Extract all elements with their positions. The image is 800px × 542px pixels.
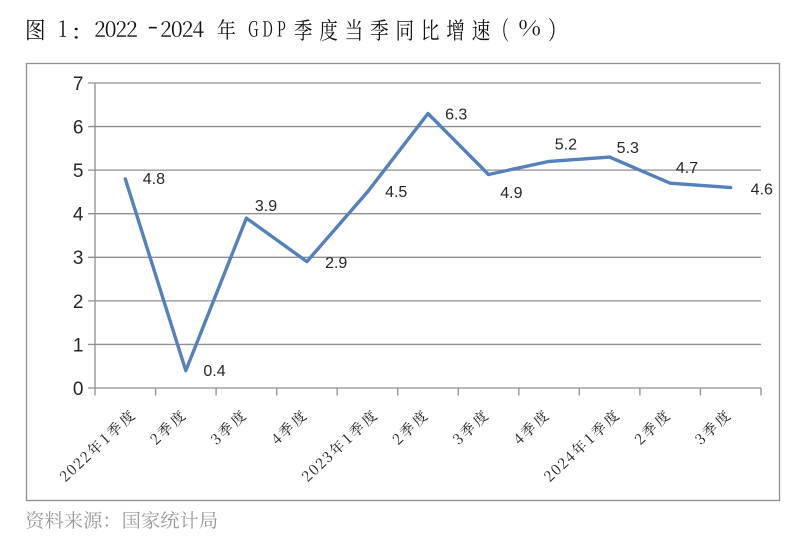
svg-text:4.8: 4.8 — [143, 171, 165, 188]
svg-text:6.3: 6.3 — [445, 107, 467, 124]
svg-text:5: 5 — [73, 161, 84, 182]
svg-text:4.9: 4.9 — [500, 185, 522, 202]
svg-text:5.2: 5.2 — [555, 136, 577, 153]
svg-text:4: 4 — [73, 205, 84, 226]
svg-text:0.4: 0.4 — [203, 363, 225, 380]
svg-text:2: 2 — [73, 292, 84, 313]
svg-text:2.9: 2.9 — [325, 255, 347, 272]
svg-text:5.3: 5.3 — [617, 140, 639, 157]
svg-text:3.9: 3.9 — [255, 198, 277, 215]
svg-text:3: 3 — [73, 248, 84, 269]
svg-text:6: 6 — [73, 118, 84, 139]
svg-text:4.6: 4.6 — [751, 182, 773, 199]
svg-text:0: 0 — [73, 379, 84, 400]
svg-text:1: 1 — [73, 335, 84, 356]
svg-text:7: 7 — [73, 74, 84, 95]
svg-text:4.5: 4.5 — [385, 184, 407, 201]
svg-text:4.7: 4.7 — [676, 160, 698, 177]
